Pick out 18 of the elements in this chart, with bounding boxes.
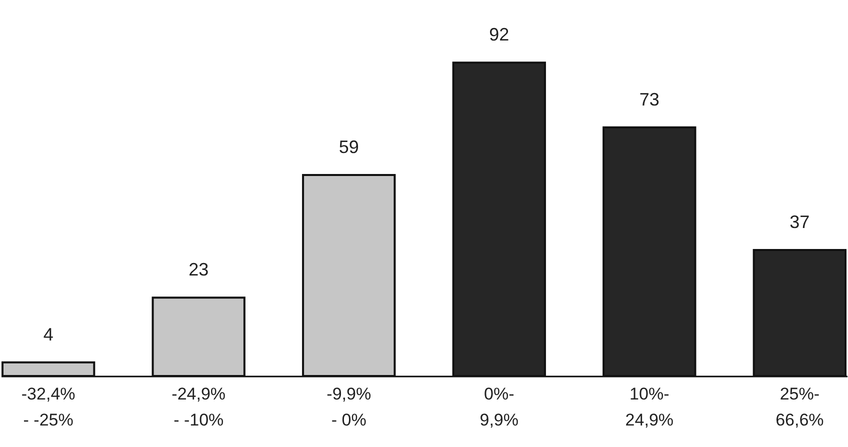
- bar: [452, 62, 546, 377]
- x-tick-label: -32,4% - -25%: [21, 384, 76, 430]
- bar: [752, 248, 846, 377]
- data-label: 73: [639, 89, 660, 110]
- data-label: 59: [338, 137, 359, 158]
- x-tick-label: 25%- 66,6%: [776, 384, 824, 430]
- bar: [602, 126, 696, 377]
- bar: [302, 174, 396, 377]
- x-tick-label: 0%- 9,9%: [480, 384, 519, 430]
- data-label: 92: [489, 24, 510, 45]
- x-tick-label: -24,9% - -10%: [172, 384, 226, 430]
- x-tick-label: -9,9% - 0%: [326, 384, 372, 430]
- x-tick-label: 10%- 24,9%: [625, 384, 674, 430]
- bar: [152, 296, 246, 377]
- data-label: 23: [188, 260, 209, 280]
- data-label: 4: [43, 324, 54, 344]
- bar: [2, 361, 96, 377]
- data-label: 37: [790, 212, 810, 232]
